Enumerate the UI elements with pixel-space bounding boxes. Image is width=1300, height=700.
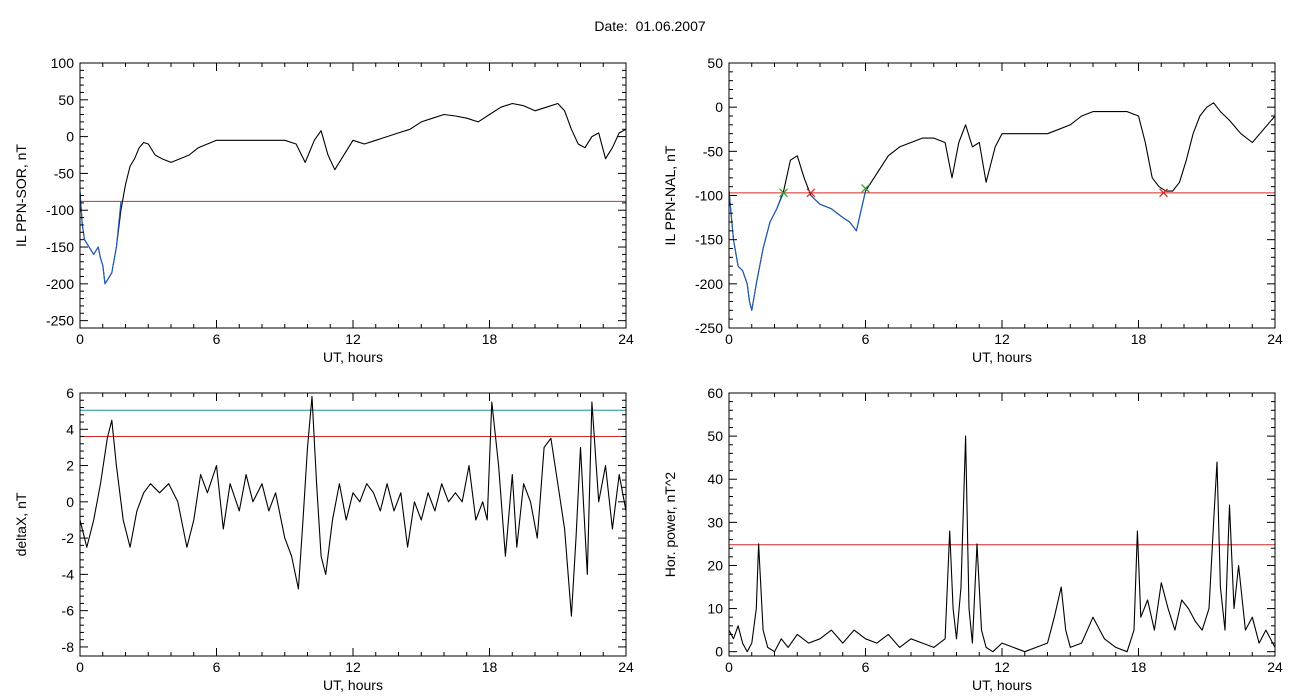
panel-2-x-tick-label: 6 (862, 331, 870, 347)
panel-2-x-tick-label: 12 (994, 331, 1010, 347)
panel-4-x-tick-label: 24 (1267, 659, 1283, 675)
panel-3-y-tick-label: -4 (62, 566, 75, 582)
panel-1-y-tick-label: -200 (46, 276, 74, 292)
panel-2-cross-marker-1 (779, 188, 789, 198)
panel-2-y-tick-label: -250 (695, 320, 723, 336)
panel-4-y-axis-label: Hor. power, nT^2 (662, 472, 678, 578)
panel-4-y-tick-label: 60 (707, 385, 723, 401)
panel-3-y-tick-label: -6 (62, 603, 75, 619)
panel-4-y-tick-label: 30 (707, 514, 723, 530)
panel-2-series-line-1 (728, 102, 1276, 311)
panel-3-y-tick-label: 4 (66, 421, 74, 437)
panel-4-x-tick-label: 0 (725, 659, 733, 675)
panel-1-x-tick-label: 18 (482, 331, 498, 347)
panel-2-cross-marker-4 (1159, 188, 1168, 198)
panel-1-plot-frame (79, 62, 627, 329)
panel-4-x-axis-label: UT, hours (972, 677, 1032, 693)
panel-2-x-tick-label: 18 (1131, 331, 1147, 347)
panel-2-cross-marker-2 (806, 188, 816, 198)
panel-2-cross-marker-3 (861, 184, 870, 193)
panel-3-y-tick-label: -8 (62, 639, 75, 655)
panel-2-series-line-3 (810, 190, 867, 232)
panel-1-series-line-1 (79, 102, 627, 285)
panel-3-x-tick-label: 0 (76, 659, 84, 675)
panel-3-plot-frame (79, 392, 627, 657)
panel-2-x-tick-label: 24 (1267, 331, 1283, 347)
panel-2-y-tick-label: -200 (695, 276, 723, 292)
panel-2-y-tick-label: 0 (715, 99, 723, 115)
panel-4-y-tick-label: 10 (707, 601, 723, 617)
panel-4-y-tick-label: 40 (707, 471, 723, 487)
panel-2-series-line-2 (728, 191, 785, 311)
panel-3-y-axis-label: deltaX, nT (13, 492, 29, 556)
panel-1-x-tick-label: 12 (345, 331, 361, 347)
panel-3-x-axis-label: UT, hours (323, 677, 383, 693)
panel-2-y-tick-label: -50 (703, 143, 723, 159)
panel-2-y-tick-label: -150 (695, 232, 723, 248)
panel-3-series-line-1 (79, 396, 627, 617)
panel-1-x-tick-label: 6 (213, 331, 221, 347)
panel-2-y-tick-label: 50 (707, 55, 723, 71)
panel-1-y-tick-label: -100 (46, 202, 74, 218)
panel-4-y-tick-label: 0 (715, 644, 723, 660)
panel-1-x-tick-label: 0 (76, 331, 84, 347)
panel-4-x-tick-label: 12 (994, 659, 1010, 675)
panel-4-y-tick-label: 20 (707, 557, 723, 573)
panel-4-y-tick-label: 50 (707, 428, 723, 444)
panel-3-y-tick-label: 0 (66, 494, 74, 510)
panel-1-y-tick-label: 100 (51, 55, 75, 71)
panel-2-x-tick-label: 0 (725, 331, 733, 347)
panel-1-series-line-2 (79, 191, 122, 285)
panel-2-x-axis-label: UT, hours (972, 349, 1032, 365)
panel-4-x-tick-label: 6 (862, 659, 870, 675)
panel-3-y-tick-label: -2 (62, 530, 75, 546)
panel-1-y-axis-label: IL PPN-SOR, nT (13, 144, 29, 247)
panel-2-y-tick-label: -100 (695, 188, 723, 204)
panel-3-x-tick-label: 6 (213, 659, 221, 675)
panel-1-x-tick-label: 24 (618, 331, 634, 347)
panel-2-y-axis-label: IL PPN-NAL, nT (662, 145, 678, 245)
panel-4-x-tick-label: 18 (1131, 659, 1147, 675)
panel-3-x-tick-label: 18 (482, 659, 498, 675)
panel-4-series-line-1 (728, 435, 1276, 653)
panel-1-y-tick-label: 0 (66, 129, 74, 145)
panel-3-x-tick-label: 12 (345, 659, 361, 675)
panel-3-x-tick-label: 24 (618, 659, 634, 675)
panel-1-x-axis-label: UT, hours (323, 349, 383, 365)
panel-3-y-tick-label: 6 (66, 385, 74, 401)
panel-1-y-tick-label: -250 (46, 313, 74, 329)
panel-1-y-tick-label: -50 (54, 165, 74, 181)
panel-3-y-tick-label: 2 (66, 458, 74, 474)
panel-1-y-tick-label: -150 (46, 239, 74, 255)
page-title: Date: 01.06.2007 (594, 18, 706, 34)
panel-1-y-tick-label: 50 (58, 92, 74, 108)
